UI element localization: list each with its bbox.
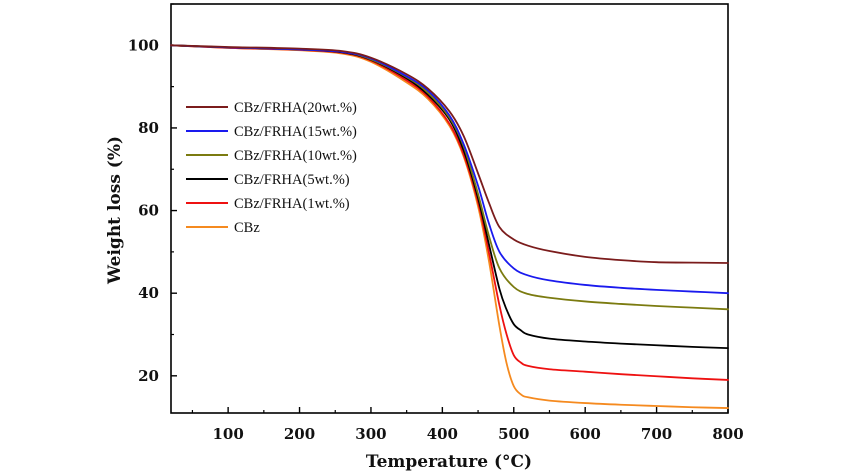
legend-label-1: CBz/FRHA(15wt.%) [234, 124, 357, 140]
legend-label-2: CBz/FRHA(10wt.%) [234, 148, 357, 164]
legend: CBz/FRHA(20wt.%) CBz/FRHA(15wt.%) CBz/FRHA… [186, 100, 357, 236]
y-axis-title: Weight loss (%) [105, 136, 125, 285]
y-tick-label: 100 [128, 36, 159, 54]
x-tick-label: 800 [712, 425, 743, 443]
series-line-0 [170, 44, 729, 264]
x-tick-label: 200 [284, 425, 315, 443]
series-line-4 [170, 44, 729, 381]
axes: 100 200 300 400 500 600 700 800 20 40 60 80 100 [128, 3, 744, 443]
x-tick-label: 100 [212, 425, 243, 443]
legend-label-0: CBz/FRHA(20wt.%) [234, 100, 357, 116]
x-tick-label: 400 [427, 425, 458, 443]
series-line-1 [170, 44, 729, 295]
x-tick-label: 300 [355, 425, 386, 443]
x-tick-label: 600 [570, 425, 601, 443]
y-tick-label: 20 [138, 367, 159, 385]
x-axis-title: Temperature (°C) [366, 452, 532, 472]
legend-label-3: CBz/FRHA(5wt.%) [234, 172, 350, 188]
y-tick-label: 40 [138, 284, 159, 302]
x-tick-label: 700 [641, 425, 672, 443]
y-tick-label: 60 [138, 202, 159, 220]
plot-frame [170, 3, 729, 414]
y-tick-label: 80 [138, 119, 159, 137]
legend-label-5: CBz [234, 220, 260, 236]
x-tick-label: 500 [498, 425, 529, 443]
series-lines [170, 44, 729, 409]
legend-label-4: CBz/FRHA(1wt.%) [234, 196, 350, 212]
